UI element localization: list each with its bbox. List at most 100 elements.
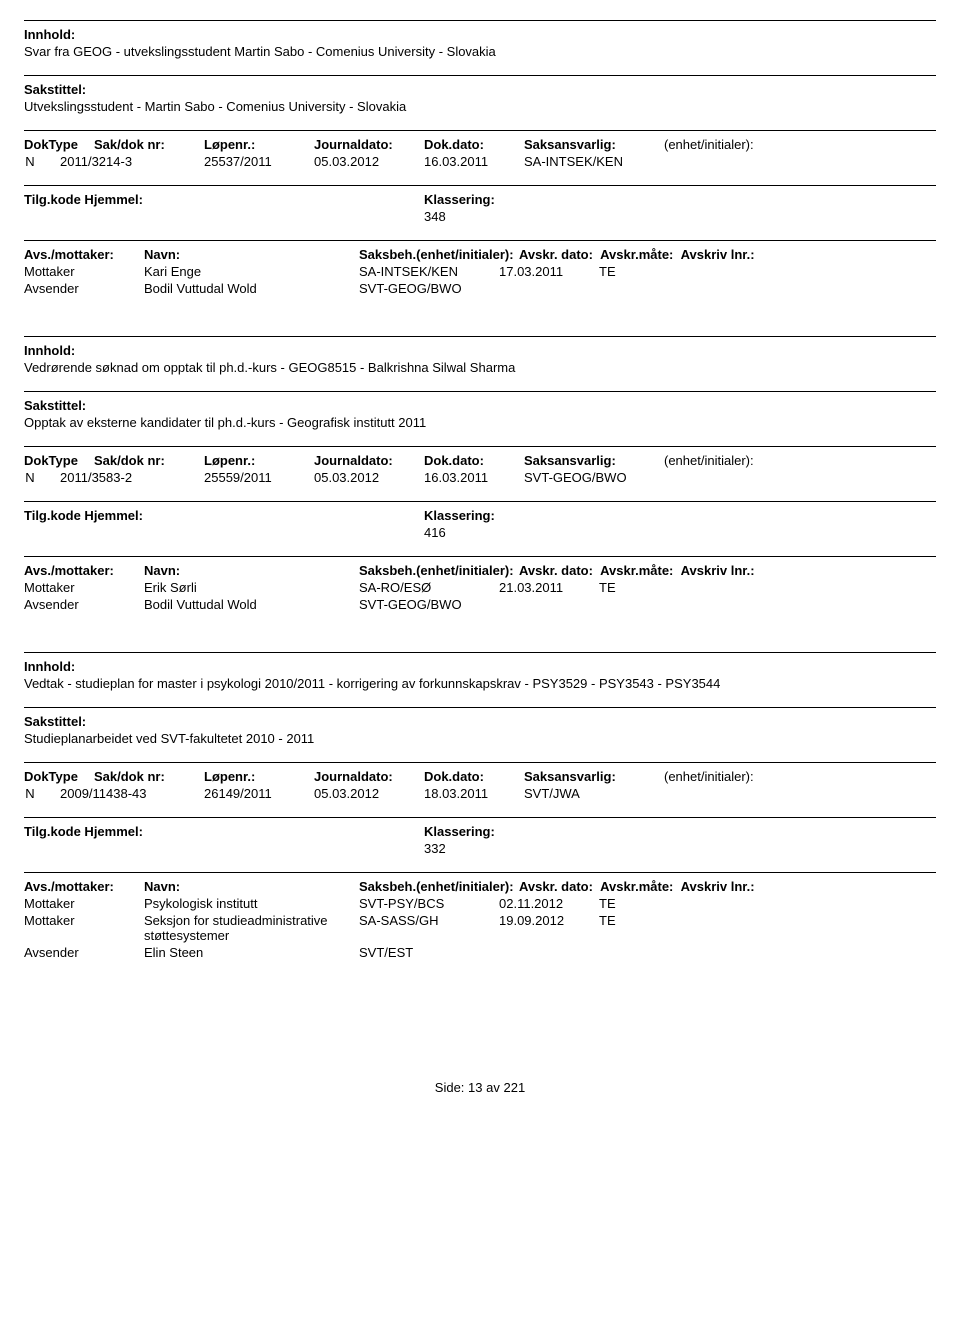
hdr-avsmottaker: Avs./mottaker: [24,247,144,262]
innhold-label: Innhold: [24,343,936,358]
party-dato: 02.11.2012 [499,896,599,911]
party-saksbeh: SVT-PSY/BCS [359,896,499,911]
party-row: Mottaker Kari Enge SA-INTSEK/KEN 17.03.2… [24,264,936,279]
party-role: Mottaker [24,896,144,911]
klassering-label: Klassering: [424,824,936,839]
tilgkode-hjemmel-label: Tilg.kode Hjemmel: [24,192,424,207]
val-lopenr: 25559/2011 [204,470,314,485]
hdr-avskr: Avskr. dato: Avskr.måte: Avskriv lnr.: [519,879,936,894]
party-avskm: TE [599,913,936,943]
klassering-label: Klassering: [424,192,936,207]
hdr-journaldato: Journaldato: [314,137,424,152]
party-row: Avsender Elin Steen SVT/EST [24,945,936,960]
party-role: Avsender [24,597,144,612]
hdr-lopenr: Løpenr.: [204,137,314,152]
sakstittel-label: Sakstittel: [24,82,936,97]
val-sakdok: 2011/3214-3 [44,154,204,169]
party-row: Avsender Bodil Vuttudal Wold SVT-GEOG/BW… [24,597,936,612]
hdr-doktype: DokType [24,453,94,468]
hdr-dokdato: Dok.dato: [424,453,524,468]
tilgkode-hjemmel-label: Tilg.kode Hjemmel: [24,824,424,839]
hdr-navn: Navn: [144,247,359,262]
val-journaldato: 05.03.2012 [314,470,424,485]
sakstittel-label: Sakstittel: [24,398,936,413]
party-saksbeh: SA-SASS/GH [359,913,499,943]
hdr-lopenr: Løpenr.: [204,453,314,468]
column-headers: DokType Sak/dok nr: Løpenr.: Journaldato… [24,137,936,152]
val-journaldato: 05.03.2012 [314,786,424,801]
innhold-label: Innhold: [24,27,936,42]
hdr-saksbeh: Saksbeh.(enhet/initialer): [359,879,519,894]
party-avskm: TE [599,580,936,595]
hdr-doktype: DokType [24,137,94,152]
hdr-saksbeh: Saksbeh.(enhet/initialer): [359,247,519,262]
page-number: 13 [468,1080,482,1095]
sakstittel-text: Utvekslingsstudent - Martin Sabo - Comen… [24,99,936,114]
hdr-sakdok: Sak/dok nr: [94,769,204,784]
klassering-value: 332 [424,841,936,856]
parties-header: Avs./mottaker: Navn: Saksbeh.(enhet/init… [24,879,936,894]
party-navn: Bodil Vuttudal Wold [144,597,359,612]
hdr-enhet: (enhet/initialer): [664,453,936,468]
hdr-saksbeh: Saksbeh.(enhet/initialer): [359,563,519,578]
party-row: Mottaker Seksjon for studieadministrativ… [24,913,936,943]
party-avskm [599,281,936,296]
innhold-text: Vedtak - studieplan for master i psykolo… [24,676,936,691]
klassering-value: 416 [424,525,936,540]
hdr-sakdok: Sak/dok nr: [94,137,204,152]
av-label: av [486,1080,500,1095]
val-doktype: N [24,154,44,169]
hdr-dokdato: Dok.dato: [424,769,524,784]
column-headers: DokType Sak/dok nr: Løpenr.: Journaldato… [24,769,936,784]
party-row: Mottaker Erik Sørli SA-RO/ESØ 21.03.2011… [24,580,936,595]
journal-entry: Innhold: Svar fra GEOG - utvekslingsstud… [24,20,936,296]
val-saksansvarlig: SA-INTSEK/KEN [524,154,936,169]
party-navn: Seksjon for studieadministrative støttes… [144,913,359,943]
hdr-doktype: DokType [24,769,94,784]
hdr-journaldato: Journaldato: [314,769,424,784]
klassering-label: Klassering: [424,508,936,523]
hdr-saksansvarlig: Saksansvarlig: [524,453,664,468]
parties-header: Avs./mottaker: Navn: Saksbeh.(enhet/init… [24,563,936,578]
hdr-avskr: Avskr. dato: Avskr.måte: Avskriv lnr.: [519,563,936,578]
val-lopenr: 26149/2011 [204,786,314,801]
sakstittel-text: Studieplanarbeidet ved SVT-fakultetet 20… [24,731,936,746]
hdr-navn: Navn: [144,879,359,894]
val-journaldato: 05.03.2012 [314,154,424,169]
party-saksbeh: SA-RO/ESØ [359,580,499,595]
val-dokdato: 16.03.2011 [424,154,524,169]
hdr-sakdok: Sak/dok nr: [94,453,204,468]
party-navn: Psykologisk institutt [144,896,359,911]
hdr-enhet: (enhet/initialer): [664,769,936,784]
party-row: Mottaker Psykologisk institutt SVT-PSY/B… [24,896,936,911]
values-row: N 2011/3583-2 25559/2011 05.03.2012 16.0… [24,470,936,485]
hdr-journaldato: Journaldato: [314,453,424,468]
party-role: Mottaker [24,580,144,595]
tilgkode-hjemmel-label: Tilg.kode Hjemmel: [24,508,424,523]
tilg-row: Tilg.kode Hjemmel: Klassering: [24,508,936,523]
sakstittel-label: Sakstittel: [24,714,936,729]
val-lopenr: 25537/2011 [204,154,314,169]
party-avskm: TE [599,896,936,911]
page-total: 221 [504,1080,526,1095]
party-dato [499,597,599,612]
party-avskm [599,597,936,612]
party-avskm [599,945,936,960]
party-navn: Kari Enge [144,264,359,279]
party-role: Mottaker [24,264,144,279]
val-dokdato: 16.03.2011 [424,470,524,485]
innhold-text: Svar fra GEOG - utvekslingsstudent Marti… [24,44,936,59]
party-dato [499,281,599,296]
journal-entry: Innhold: Vedrørende søknad om opptak til… [24,336,936,612]
values-row: N 2011/3214-3 25537/2011 05.03.2012 16.0… [24,154,936,169]
hdr-lopenr: Løpenr.: [204,769,314,784]
hdr-enhet: (enhet/initialer): [664,137,936,152]
val-saksansvarlig: SVT/JWA [524,786,936,801]
party-navn: Bodil Vuttudal Wold [144,281,359,296]
party-saksbeh: SA-INTSEK/KEN [359,264,499,279]
val-sakdok: 2009/11438-43 [44,786,204,801]
party-saksbeh: SVT/EST [359,945,499,960]
page-footer: Side: 13 av 221 [24,1080,936,1095]
hdr-avsmottaker: Avs./mottaker: [24,563,144,578]
column-headers: DokType Sak/dok nr: Løpenr.: Journaldato… [24,453,936,468]
